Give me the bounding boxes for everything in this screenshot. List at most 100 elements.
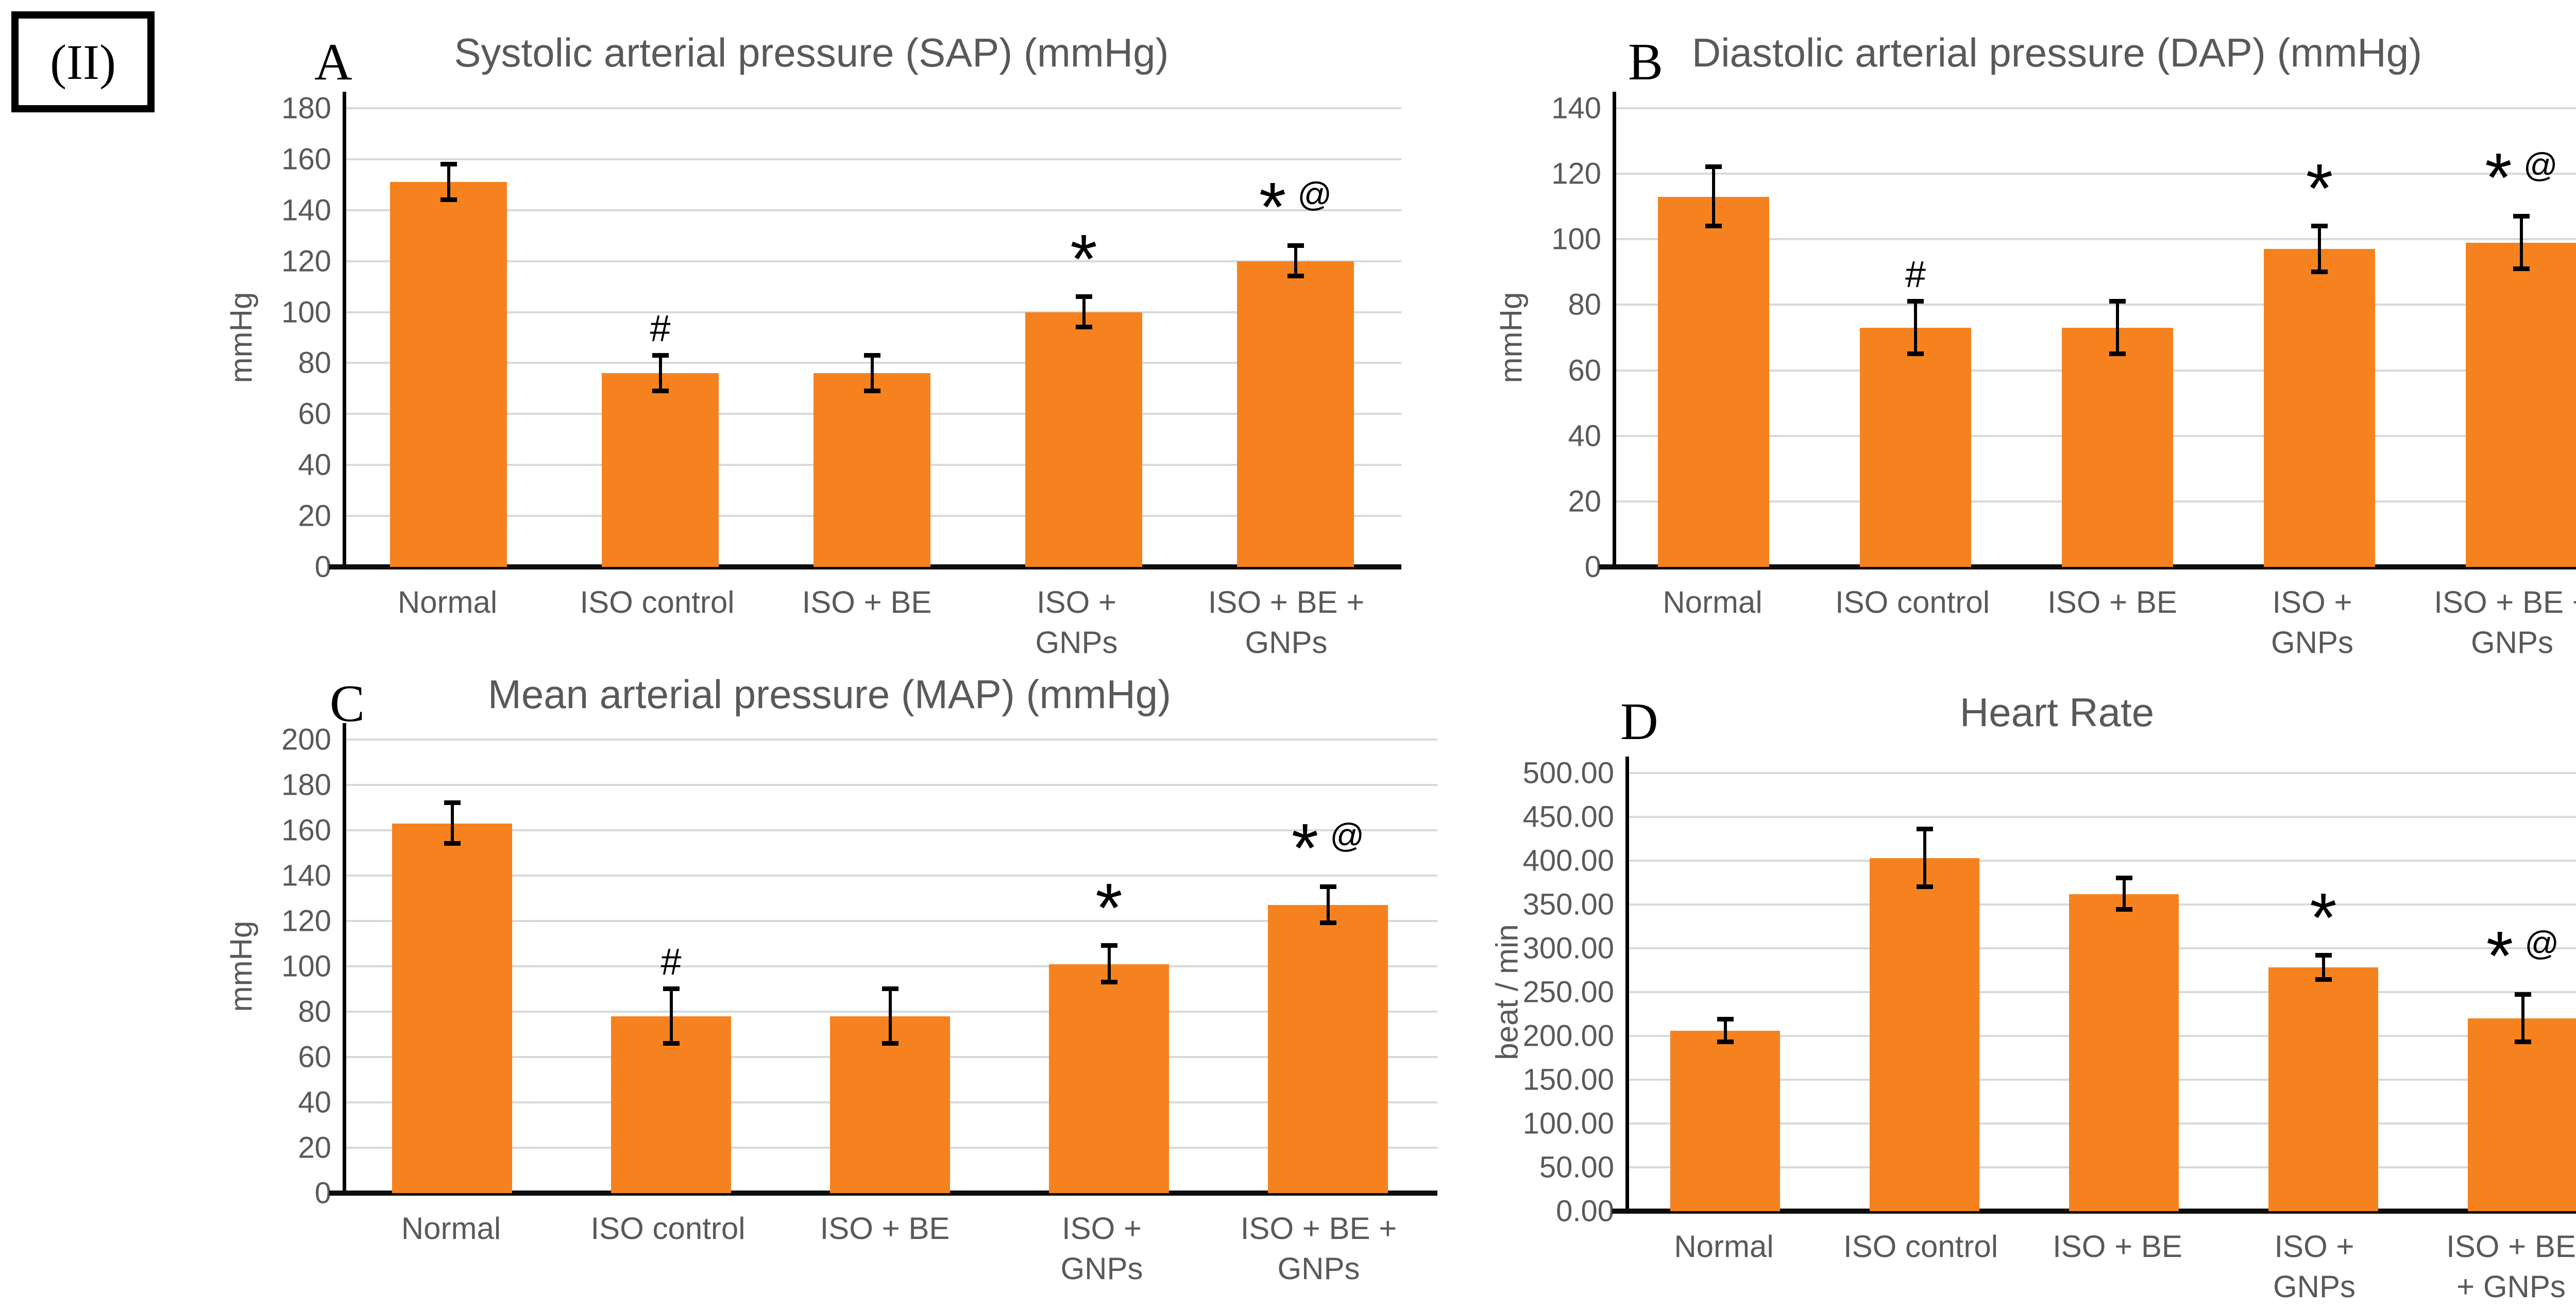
y-axis-label-column: mmHg [1492, 108, 1530, 567]
error-bar-cap-top [2514, 992, 2531, 997]
error-bar-cap-bottom [1907, 351, 1924, 356]
panel-header: B Diastolic arterial pressure (DAP) (mmHg… [1492, 30, 2576, 108]
x-category-label: ISO + BE [2047, 585, 2177, 619]
bar [602, 373, 719, 567]
plot-area: * * @ [1612, 757, 2576, 1214]
y-axis-line [1625, 757, 1629, 1211]
bar [2268, 967, 2378, 1211]
y-tick-labels: 200 180 160 140 120 100 80 60 40 20 0 [260, 723, 343, 1210]
x-category-label: Normal [1674, 1229, 1774, 1264]
error-bar [1723, 1019, 1727, 1042]
chart-panel-A: A Systolic arterial pressure (SAP) (mmHg)… [222, 18, 1401, 663]
panel-letter: C [330, 675, 365, 733]
y-tick-label: 350.00 [1522, 887, 1614, 921]
y-tick-label: 40 [298, 448, 331, 482]
error-bar-cap-top [1319, 884, 1336, 889]
error-bar [669, 989, 673, 1044]
gridline [346, 920, 1437, 922]
x-category-label: Normal [1663, 585, 1762, 619]
error-bar [2521, 995, 2524, 1042]
panel-body: mmHg 140 120 100 80 60 40 20 0 # * * @ [1492, 92, 2576, 584]
significance-marker: * @ [2485, 143, 2558, 212]
error-bar-cap-bottom [882, 1041, 899, 1046]
y-tick-label: 180 [281, 768, 331, 802]
significance-marker: # [1905, 256, 1926, 293]
error-bar-cap-bottom [440, 197, 457, 202]
y-tick-label: 200 [281, 723, 331, 757]
significance-marker: # [660, 944, 681, 981]
y-tick-label: 60 [298, 397, 331, 431]
y-tick-label: 20 [298, 1131, 331, 1165]
x-category-label: ISO + BE [820, 1211, 950, 1246]
x-category-label: Normal [401, 1211, 501, 1246]
gridline [346, 362, 1401, 364]
error-bar-cap-bottom [652, 388, 669, 393]
gridline [1616, 238, 2576, 241]
y-tick-label: 140 [281, 193, 331, 227]
x-category-labels: Normal ISO control ISO + BE ISO + GNPs ISO +… [343, 1209, 1427, 1289]
chart-title: Mean arterial pressure (MAP) (mmHg) [487, 672, 1172, 717]
x-category-label: ISO + GNPs [1060, 1211, 1143, 1286]
gridline [1616, 304, 2576, 306]
x-category-label: ISO + BE [2053, 1229, 2182, 1264]
gridline [346, 1011, 1437, 1013]
y-tick-label: 140 [281, 859, 331, 893]
error-bar-cap-bottom [2109, 351, 2126, 356]
error-bar-cap-bottom [863, 388, 880, 393]
panel-header: A Systolic arterial pressure (SAP) (mmHg) [222, 30, 1401, 108]
gridline [346, 965, 1437, 967]
error-bar [1294, 246, 1297, 277]
error-bar [870, 355, 874, 391]
panel-body: beat / min 500.00 450.00 400.00 350.00 300.00… [1490, 757, 2576, 1228]
x-category-label: ISO + BE + GNPs [1240, 1211, 1397, 1286]
error-bar-cap-top [652, 353, 669, 358]
error-bar-cap-top [2311, 223, 2328, 228]
bar [1670, 1030, 1780, 1211]
bar [2069, 894, 2179, 1211]
error-bar [1326, 887, 1330, 924]
panel-body: mmHg 180 160 140 120 100 80 60 40 20 0 # * * @ [222, 92, 1401, 584]
error-bar [1914, 301, 1917, 354]
error-bar-cap-top [663, 986, 680, 991]
significance-marker: * [2306, 154, 2333, 223]
error-bar-cap-bottom [2311, 269, 2328, 274]
significance-marker: * @ [1292, 813, 1365, 883]
y-tick-label: 40 [1568, 419, 1601, 453]
significance-marker: * @ [1259, 172, 1332, 242]
error-bar-cap-bottom [444, 841, 461, 846]
y-tick-label: 500.00 [1522, 756, 1614, 790]
error-bar [2122, 878, 2126, 910]
gridline [346, 739, 1437, 741]
bar [829, 1016, 951, 1193]
bar [611, 1016, 732, 1193]
error-bar-cap-bottom [2115, 907, 2132, 912]
x-category-label: Normal [397, 585, 498, 619]
x-category-labels: Normal ISO control ISO + BE ISO + GNPs ISO +… [1625, 1227, 2576, 1307]
y-axis-label-column: mmHg [222, 740, 260, 1193]
panel-body: mmHg 200 180 160 140 120 100 80 60 40 20 0 # * * @ [222, 723, 1437, 1210]
y-tick-label: 0 [314, 550, 331, 584]
y-axis-label-column: beat / min [1490, 773, 1524, 1211]
plot-area: # * * @ [329, 92, 1401, 569]
y-tick-label: 120 [281, 904, 331, 938]
error-bar-cap-top [2109, 299, 2126, 304]
at-marker: @ [1330, 816, 1365, 854]
bar [2264, 249, 2375, 567]
y-tick-label: 60 [298, 1040, 331, 1074]
error-bar-cap-top [1100, 943, 1117, 948]
bar [1860, 327, 1971, 567]
y-tick-label: 20 [298, 499, 331, 533]
x-category-label: ISO + BE + GNPs [1208, 585, 1365, 660]
error-bar [450, 803, 454, 844]
error-bar [2520, 216, 2523, 269]
y-tick-label: 100.00 [1522, 1107, 1614, 1141]
y-tick-label: 100 [281, 295, 331, 329]
asterisk-marker: * [1070, 220, 1097, 298]
x-category-label: ISO control [590, 1211, 745, 1246]
chart-panel-C: C Mean arterial pressure (MAP) (mmHg) mmHg… [222, 665, 1437, 1289]
bar [2468, 1018, 2576, 1211]
y-tick-label: 100 [1551, 222, 1601, 256]
panel-letter: B [1628, 33, 1664, 91]
error-bar-cap-top [1916, 826, 1933, 831]
x-category-label: ISO + BE + GNPs [2446, 1229, 2576, 1304]
